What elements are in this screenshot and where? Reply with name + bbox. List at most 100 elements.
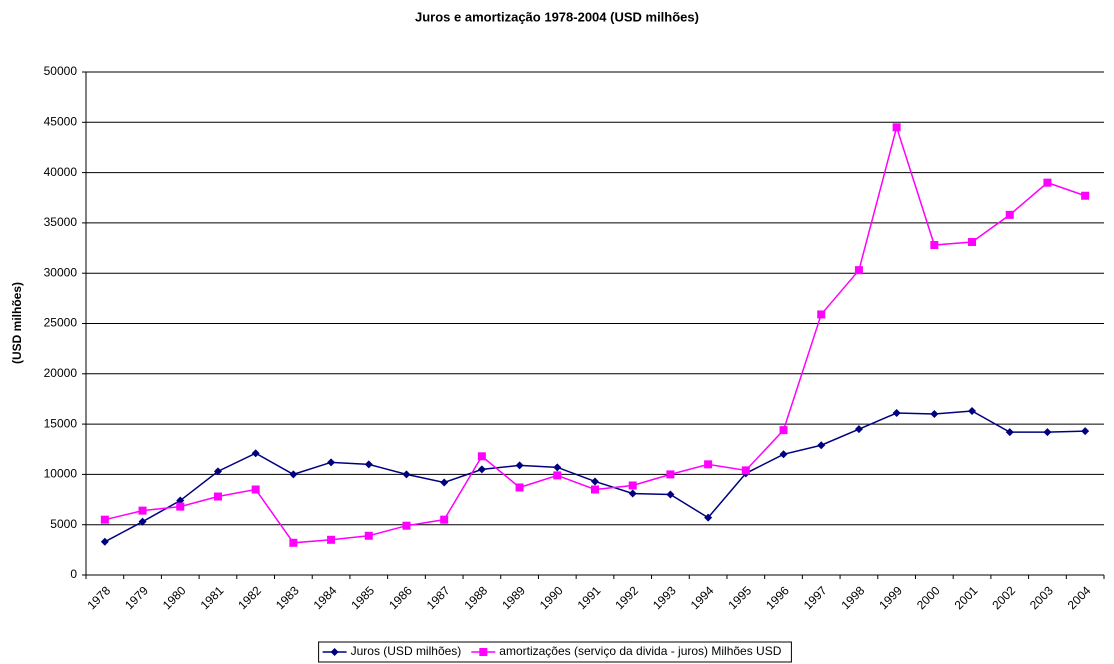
point (741, 466, 750, 475)
legend-label: amortizações (serviço da divida - juros)… (499, 644, 781, 658)
point (1081, 427, 1090, 436)
point (854, 425, 863, 434)
point (892, 123, 901, 132)
y-tick-label: 15000 (44, 416, 78, 430)
point (251, 449, 260, 458)
point (402, 470, 411, 479)
point (402, 521, 411, 530)
point (892, 409, 901, 418)
x-tick-label: 1994 (688, 583, 717, 612)
point (440, 515, 449, 524)
point (100, 515, 109, 524)
chart-title: Juros e amortização 1978-2004 (USD milhõ… (415, 9, 699, 24)
x-tick-label: 2003 (1027, 583, 1056, 612)
point (704, 460, 713, 469)
point (289, 470, 298, 479)
point (477, 452, 486, 461)
x-tick-label: 1993 (650, 583, 679, 612)
point (1005, 210, 1014, 219)
point (968, 238, 977, 247)
y-tick-label: 40000 (44, 165, 78, 179)
point (1043, 428, 1052, 437)
point (591, 485, 599, 494)
x-tick-label: 1997 (801, 583, 830, 612)
x-tick-label: 1979 (122, 583, 151, 612)
x-tick-label: 1978 (84, 583, 113, 612)
point (628, 481, 637, 490)
point (553, 463, 562, 472)
point (779, 450, 788, 459)
x-tick-label: 1980 (160, 583, 189, 612)
y-tick-label: 25000 (44, 316, 78, 330)
x-tick-label: 1992 (612, 583, 641, 612)
legend-marker (479, 648, 488, 656)
x-tick-label: 1985 (348, 583, 377, 612)
point (704, 513, 713, 522)
x-tick-label: 1982 (235, 583, 264, 612)
point (327, 535, 336, 544)
point (100, 537, 109, 546)
point (364, 531, 373, 540)
point (289, 538, 298, 547)
point (553, 471, 562, 480)
x-tick-label: 1981 (198, 583, 227, 612)
point (327, 458, 336, 467)
x-tick-label: 2001 (952, 583, 981, 612)
point (666, 470, 675, 479)
x-tick-label: 1986 (386, 583, 415, 612)
x-tick-label: 1984 (311, 583, 340, 612)
point (930, 410, 939, 419)
point (779, 426, 788, 435)
point (515, 483, 524, 492)
point (138, 506, 147, 515)
x-tick-label: 2002 (989, 583, 1018, 612)
point (1081, 191, 1090, 200)
point (251, 485, 260, 494)
point (138, 517, 147, 526)
point (817, 310, 826, 319)
point (930, 241, 939, 250)
point (515, 461, 524, 470)
legend-label: Juros (USD milhões) (351, 644, 462, 658)
y-tick-label: 45000 (44, 114, 78, 128)
series-line (104, 410, 1086, 543)
x-tick-label: 1991 (575, 583, 604, 612)
point (854, 266, 863, 275)
x-tick-label: 1983 (273, 583, 302, 612)
point (817, 441, 826, 450)
x-tick-label: 1988 (461, 583, 490, 612)
y-tick-label: 35000 (44, 215, 78, 229)
y-axis-label: (USD milhões) (10, 282, 24, 364)
x-tick-label: 1987 (424, 583, 453, 612)
x-tick-label: 1990 (537, 583, 566, 612)
legend-box (318, 641, 792, 663)
point (176, 502, 185, 511)
x-tick-label: 1995 (725, 583, 754, 612)
point (477, 465, 486, 474)
x-tick-label: 1999 (876, 583, 905, 612)
point (591, 477, 599, 486)
point (364, 460, 373, 469)
point (176, 496, 185, 505)
x-tick-label: 2000 (914, 583, 943, 612)
y-tick-label: 30000 (44, 265, 78, 279)
point (1005, 428, 1014, 437)
point (666, 490, 675, 499)
y-tick-label: 10000 (44, 467, 78, 481)
x-tick-label: 2004 (1065, 583, 1094, 612)
legend-marker (330, 648, 339, 656)
x-tick-label: 1998 (839, 583, 868, 612)
point (440, 478, 449, 487)
x-tick-label: 1996 (763, 583, 792, 612)
point (213, 467, 222, 476)
point (1043, 178, 1052, 187)
point (213, 492, 222, 501)
x-tick-label: 1989 (499, 583, 528, 612)
point (628, 489, 637, 498)
y-tick-label: 0 (70, 567, 77, 581)
y-tick-label: 5000 (50, 517, 77, 531)
y-tick-label: 20000 (44, 366, 78, 380)
point (968, 407, 977, 416)
y-tick-label: 50000 (44, 64, 78, 78)
